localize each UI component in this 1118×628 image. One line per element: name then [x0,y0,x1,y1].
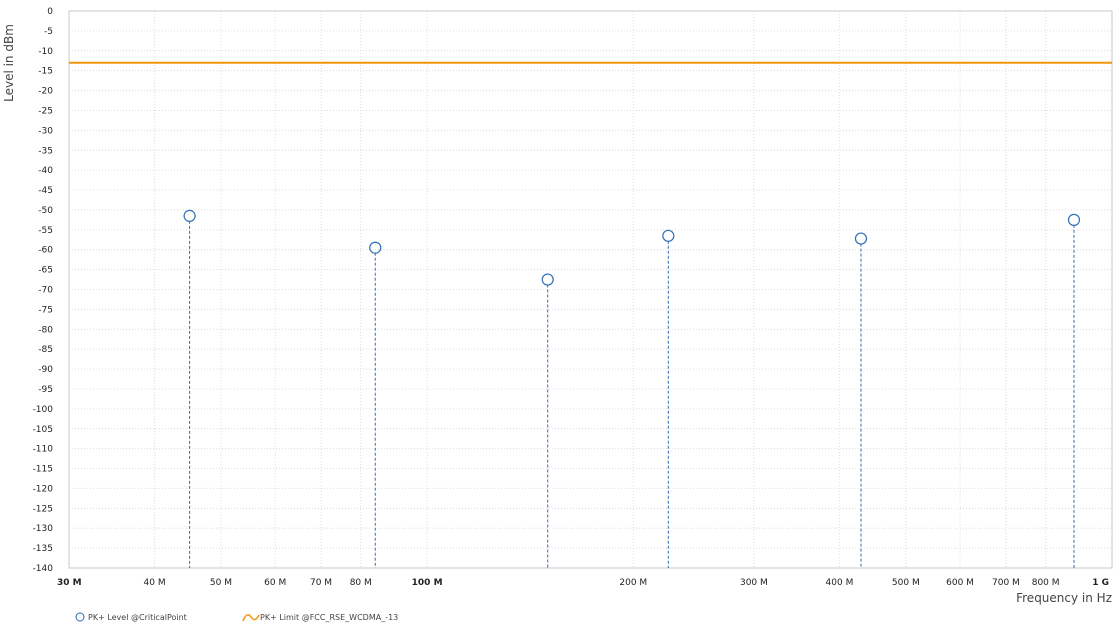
y-tick-label: -35 [38,146,53,156]
y-tick-label: 0 [47,7,53,17]
y-tick-label: -15 [38,67,53,77]
y-axis-label: Level in dBm [2,24,16,102]
y-tick-label: -45 [38,186,53,196]
y-tick-label: -120 [33,484,54,494]
x-tick-label: 500 M [892,578,920,588]
critical-point-marker [183,209,196,222]
y-tick-label: -90 [38,365,53,375]
legend: PK+ Level @CriticalPoint PK+ Limit @FCC_R… [75,612,398,622]
critical-point-marker [854,232,868,245]
critical-point-marker [541,273,554,286]
x-tick-label: 1 G [1092,578,1109,588]
y-tick-label: -65 [38,266,53,276]
y-tick-label: -85 [38,345,53,355]
x-tick-label: 200 M [619,578,647,588]
x-tick-label: 300 M [740,578,768,588]
x-tick-label: 40 M [144,578,166,588]
x-tick-label: 700 M [992,578,1020,588]
plot-frame [68,10,1113,569]
x-tick-label: 60 M [264,578,286,588]
y-tick-label: -100 [33,405,54,415]
y-tick-labels: 0 -5 -10 -15 -20 -25 -30 -35 -40 -45 -50 -55 -60 -65 -… [33,7,54,574]
critical-point-marker [662,229,675,242]
x-tick-label: 70 M [310,578,332,588]
x-tick-label: 100 M [412,578,443,588]
series-layer [69,61,1112,568]
critical-point-marker [369,241,382,254]
critical-point-marker [1067,213,1081,226]
y-tick-label: -130 [33,524,54,534]
y-tick-label: -115 [33,465,53,475]
y-tick-label: -50 [38,206,53,216]
y-tick-label: -55 [38,226,53,236]
legend-marker-limit-line [242,614,260,622]
y-tick-label: -75 [38,305,53,315]
y-tick-label: -70 [38,286,53,296]
legend-marker-critical-points [75,612,85,622]
y-tick-label: -20 [38,87,53,97]
y-tick-label: -125 [33,504,53,514]
x-tick-label: 400 M [826,578,854,588]
x-tick-label: 30 M [57,578,82,588]
grid [69,10,1112,569]
x-tick-labels: 30 M 40 M 50 M 60 M 70 M 80 M 100 M 200 M 300 M 4… [57,578,1109,588]
y-tick-label: -95 [38,385,53,395]
y-tick-label: -60 [38,246,53,256]
y-tick-label: -135 [33,544,53,554]
y-tick-label: -105 [33,425,53,435]
y-tick-label: -110 [33,445,54,455]
x-tick-label: 50 M [210,578,232,588]
x-tick-label: 80 M [350,578,372,588]
y-tick-label: -80 [38,325,53,335]
y-tick-label: -25 [38,106,53,116]
x-axis-label: Frequency in Hz [1016,591,1112,605]
legend-label-critical-points: PK+ Level @CriticalPoint [88,613,187,622]
x-tick-label: 600 M [946,578,974,588]
y-tick-label: -140 [33,564,54,574]
y-tick-label: -40 [38,166,53,176]
legend-label-limit-line: PK+ Limit @FCC_RSE_WCDMA_-13 [260,613,398,622]
x-tick-label: 800 M [1032,578,1060,588]
y-tick-label: -10 [38,47,53,57]
y-tick-label: -5 [44,27,53,37]
y-tick-label: -30 [38,126,53,136]
